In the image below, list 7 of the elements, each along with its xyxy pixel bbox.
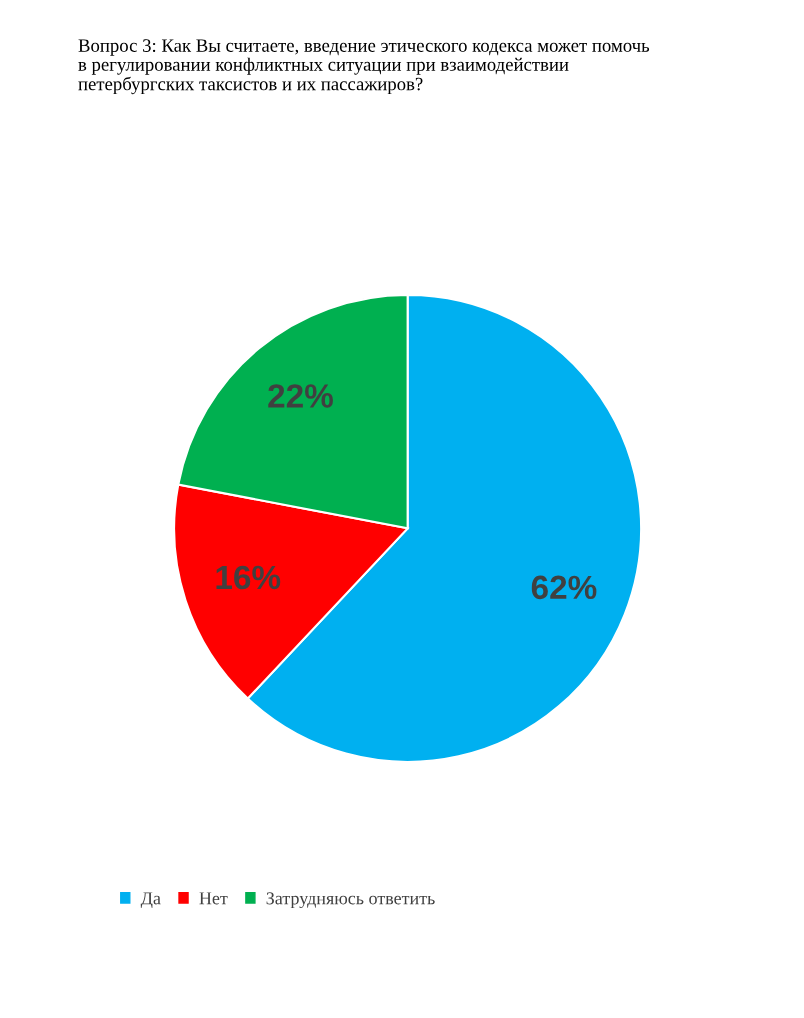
data-label: 62% [531,575,597,600]
chart-title: Вопрос 3: Как Вы считаете, введение этического кодекса может помочь в регулировании конфликтных ситуации при взаимодействии петербургских таксистов и их пассажиров? [78,39,650,95]
legend-label: Нет [199,892,228,905]
data-label: 16% [216,565,281,590]
legend-label: Затрудняюсь ответить [266,892,435,909]
data-label: 22% [268,384,333,408]
legend-label: Да [140,892,161,909]
